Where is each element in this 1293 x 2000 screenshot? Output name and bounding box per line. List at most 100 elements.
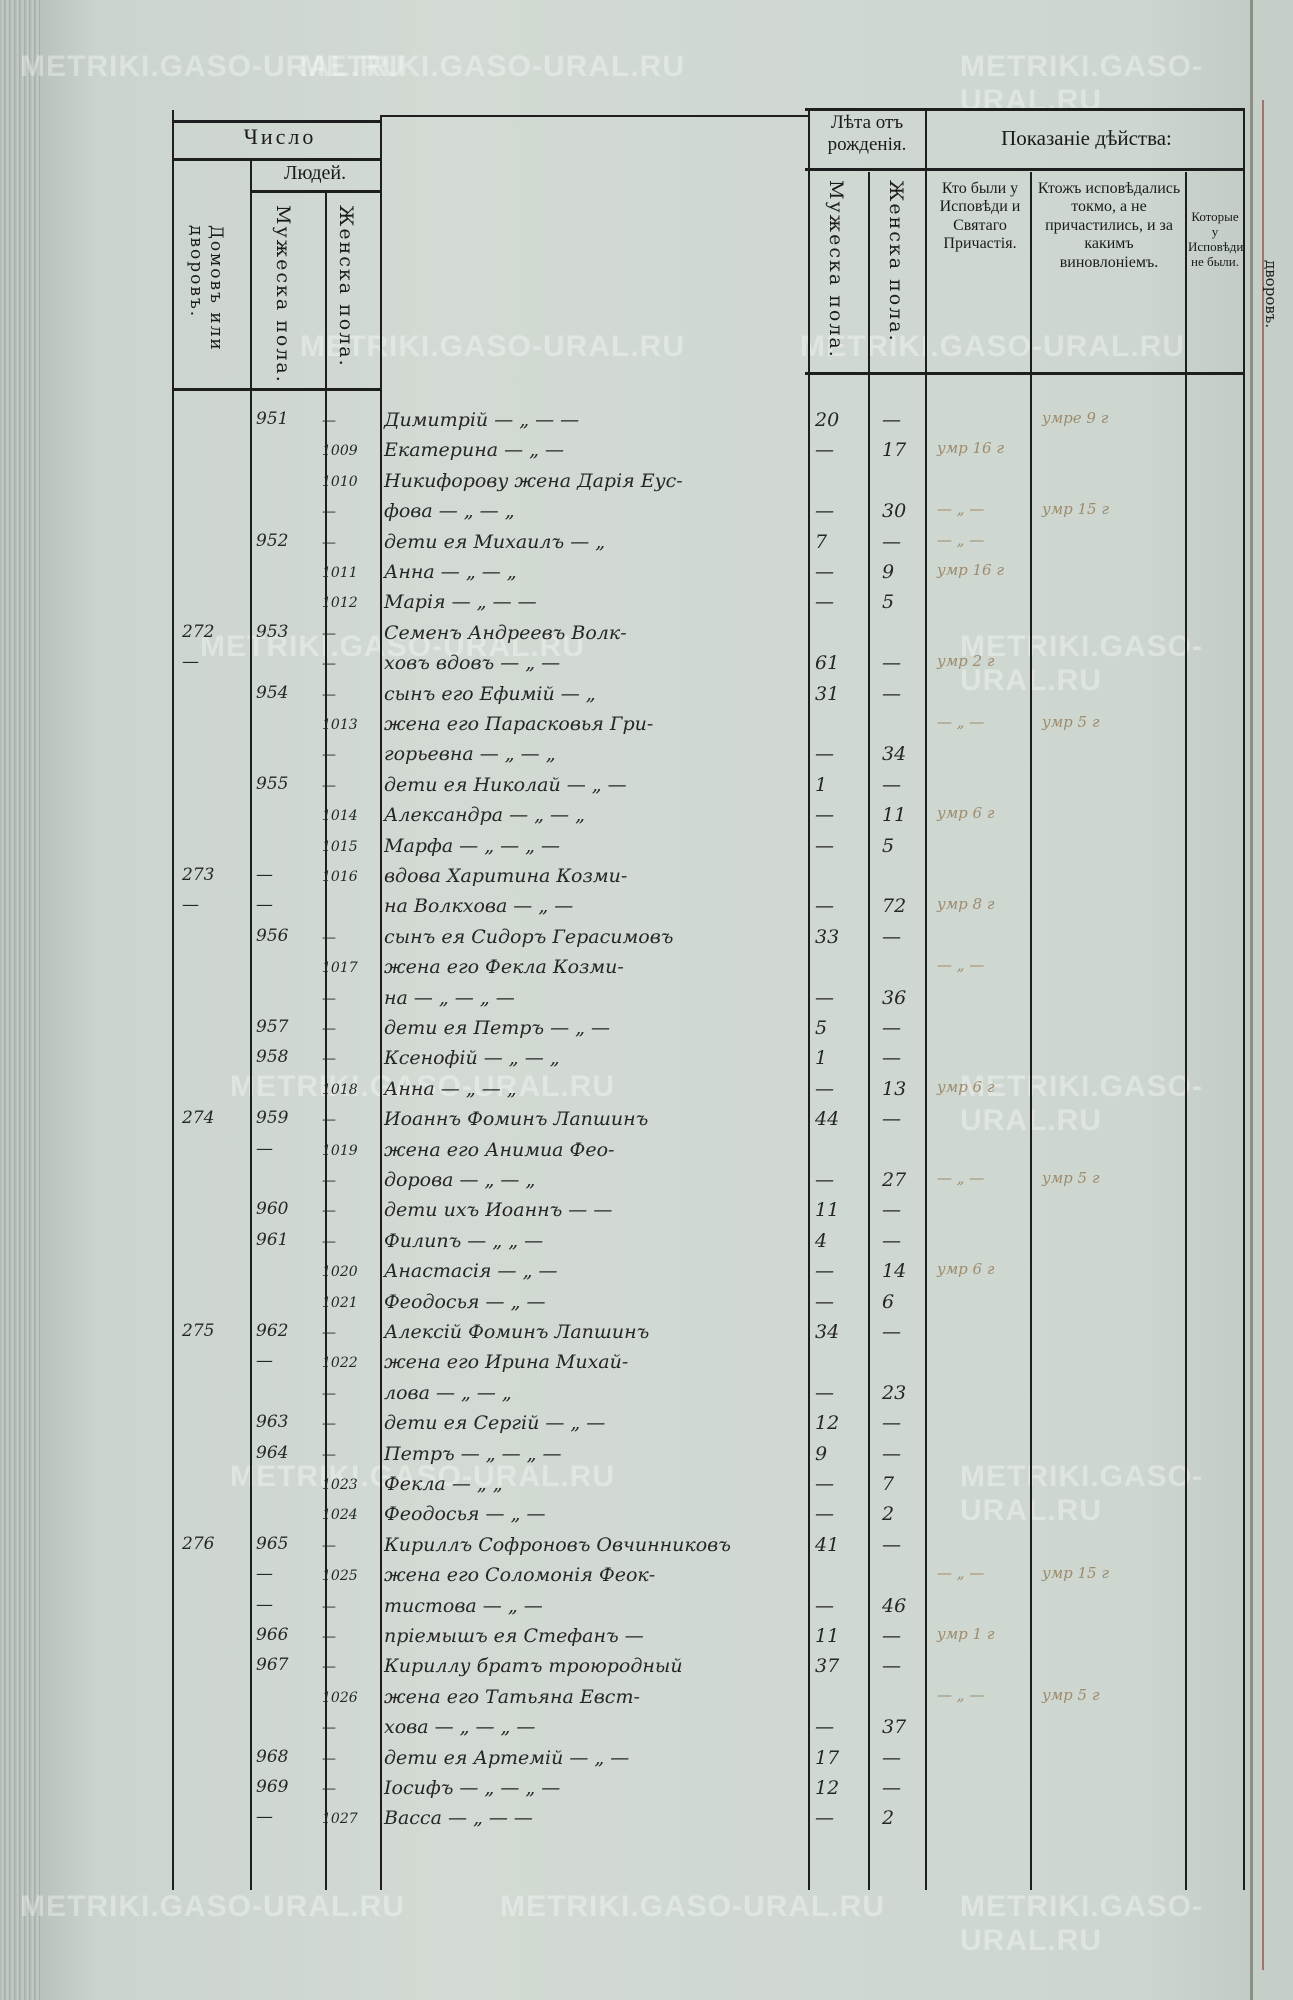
confession-note: умр 16 г xyxy=(937,561,1004,579)
female-number: 1024 xyxy=(322,1507,358,1524)
register-row: — на — „ — „ — — 36 xyxy=(172,983,1243,1013)
female-age: 2 xyxy=(882,1503,895,1526)
watermark-text: METRIKI.GASO-URAL.RU xyxy=(960,50,1203,117)
female-age: 5 xyxy=(882,591,895,614)
female-number: — xyxy=(322,686,336,703)
female-age: — xyxy=(882,1321,901,1343)
female-age: 11 xyxy=(882,804,907,827)
female-number: 1023 xyxy=(322,1477,358,1493)
female-age: 6 xyxy=(882,1290,895,1313)
watermark-text: METRIKI.GASO-URAL.RU xyxy=(20,1890,405,1923)
male-age: 9 xyxy=(815,1442,828,1465)
male-number: 957 xyxy=(256,1017,289,1037)
male-age: — xyxy=(815,591,834,614)
female-age: — xyxy=(882,1017,901,1039)
person-name: дети ихъ Иоаннъ — — xyxy=(384,1199,613,1222)
person-name: горьевна — „ — „ xyxy=(384,743,556,766)
female-age: — xyxy=(882,1746,901,1769)
person-name: Димитрій — „ — — xyxy=(384,409,580,431)
male-age: 20 xyxy=(815,409,840,431)
person-name: лова — „ — „ xyxy=(384,1381,512,1404)
female-number: — xyxy=(322,656,336,673)
male-number: — xyxy=(256,1594,273,1615)
register-row: 1015 Марфа — „ — „ — — 5 xyxy=(172,831,1243,861)
header-chislo: Число xyxy=(243,124,317,149)
person-name: тистова — „ — xyxy=(384,1594,543,1617)
male-age: — xyxy=(815,834,834,857)
register-row: 956 — сынъ ея Сидоръ Герасимовъ 33 — xyxy=(172,922,1243,952)
confession-note: умр 6 г xyxy=(937,1260,995,1279)
house-number: — xyxy=(182,652,199,673)
register-row: 968 — дети ея Артемій — „ — 17 — xyxy=(172,1743,1243,1773)
person-name: жена его Татьяна Евст- xyxy=(384,1685,640,1708)
female-number: 1019 xyxy=(322,1142,358,1159)
female-age: 7 xyxy=(882,1473,895,1495)
person-name: жена его Парасковья Гри- xyxy=(384,713,654,735)
male-number: — xyxy=(256,895,273,916)
person-name: жена его Соломонія Феок- xyxy=(384,1564,656,1587)
register-row: — — на Волкхова — „ — — 72 умр 8 г xyxy=(172,891,1243,921)
male-age: 37 xyxy=(815,1655,840,1678)
male-age: — xyxy=(815,1381,834,1404)
female-age: — xyxy=(882,1199,901,1222)
male-age: 41 xyxy=(815,1533,840,1556)
person-name: Семенъ Андреевъ Волк- xyxy=(384,621,627,644)
confession-note: умр 1 г xyxy=(937,1625,995,1643)
person-name: сынъ его Ефимій — „ xyxy=(384,682,596,705)
watermark-text: METRIKI.GASO-URAL.RU xyxy=(20,50,405,83)
register-row: 1024 Феодосья — „ — — 2 xyxy=(172,1499,1243,1529)
register-row: 276 965 — Кириллъ Софроновъ Овчинниковъ 41 — xyxy=(172,1530,1243,1560)
female-number: — xyxy=(322,504,336,521)
female-number: 1013 xyxy=(322,717,358,733)
male-age: — xyxy=(815,1473,834,1495)
person-name: ховъ вдовъ — „ — xyxy=(384,652,561,675)
male-number: 967 xyxy=(256,1655,289,1676)
male-number: 968 xyxy=(256,1746,289,1767)
female-number: — xyxy=(322,625,336,642)
female-age: — xyxy=(882,773,901,796)
header-age-male: Мужеска пола. xyxy=(825,180,847,359)
female-number: 1012 xyxy=(322,595,358,612)
male-age: 33 xyxy=(815,925,840,948)
female-age: 17 xyxy=(882,439,907,462)
female-number: — xyxy=(322,1385,336,1402)
register-row: — фова — „ — „ — 30 — „ — умр 15 г xyxy=(172,496,1243,526)
register-row: 272 953 — Семенъ Андреевъ Волк- xyxy=(172,618,1243,648)
register-row: — горьевна — „ — „ — 34 xyxy=(172,739,1243,769)
male-age: 17 xyxy=(815,1746,840,1769)
male-number: 969 xyxy=(256,1777,289,1797)
person-name: хова — „ — „ — xyxy=(384,1716,536,1739)
female-number: 1015 xyxy=(322,838,358,855)
female-age: 72 xyxy=(882,895,907,918)
male-number: 951 xyxy=(256,409,289,429)
female-age: 2 xyxy=(882,1807,895,1830)
watermark-text: METRIKI.GASO-URAL.RU xyxy=(230,1460,615,1493)
person-name: Марія — „ — — xyxy=(384,591,537,614)
female-number: — xyxy=(322,1233,336,1250)
male-age: — xyxy=(815,1290,834,1313)
female-number: — xyxy=(322,1598,336,1615)
watermark-text: METRIKI.GASO-URAL.RU xyxy=(800,330,1185,363)
male-age: 5 xyxy=(815,1017,828,1039)
female-number: — xyxy=(322,1659,336,1676)
female-number: — xyxy=(322,1720,336,1737)
female-age: 37 xyxy=(882,1716,907,1739)
house-number: — xyxy=(182,895,199,916)
male-age: 34 xyxy=(815,1321,840,1343)
female-number: — xyxy=(322,534,336,551)
female-number: 1026 xyxy=(322,1689,358,1706)
register-row: 274 959 — Иоаннъ Фоминъ Лапшинъ 44 — xyxy=(172,1104,1243,1134)
next-page-margin-line xyxy=(1262,100,1264,1970)
female-age: — xyxy=(882,1108,901,1131)
male-number: 953 xyxy=(256,621,289,642)
header-age-female: Женска пола. xyxy=(885,180,907,343)
register-row: 967 — Кириллу братъ троюродный 37 — xyxy=(172,1651,1243,1681)
confession-note: умр 2 г xyxy=(937,652,995,671)
male-age: — xyxy=(815,1169,834,1191)
header-age: Лѣта отъ рожденія. xyxy=(827,112,907,155)
male-number: — xyxy=(256,1807,273,1828)
female-number: — xyxy=(322,413,336,429)
header-male: Мужеска пола. xyxy=(272,205,294,384)
male-age: 44 xyxy=(815,1108,840,1131)
register-row: 951 — Димитрій — „ — — 20 — умре 9 г xyxy=(172,405,1243,435)
